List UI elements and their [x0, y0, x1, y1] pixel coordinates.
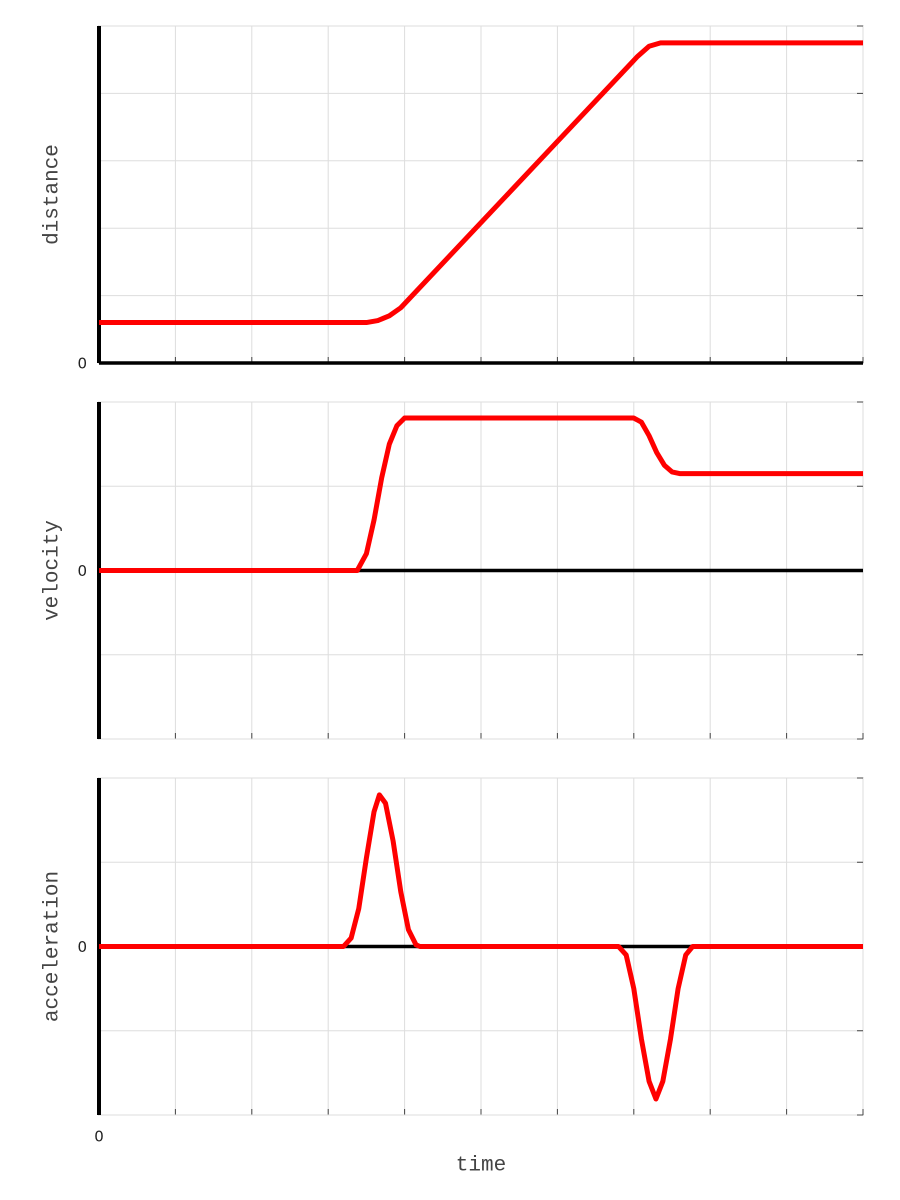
data-line [99, 415, 863, 573]
y-axis-label: velocity [42, 520, 65, 621]
y-axis-label: acceleration [42, 871, 65, 1022]
y-axis-label: distance [42, 144, 65, 245]
x-tick-label: 0 [94, 1128, 104, 1146]
y-tick-label: 0 [77, 938, 87, 956]
y-tick-label: 0 [77, 355, 87, 373]
data-line [99, 40, 863, 326]
y-tick-label: 0 [77, 562, 87, 580]
x-axis-label: time [456, 1155, 506, 1178]
data-line [99, 792, 863, 1102]
